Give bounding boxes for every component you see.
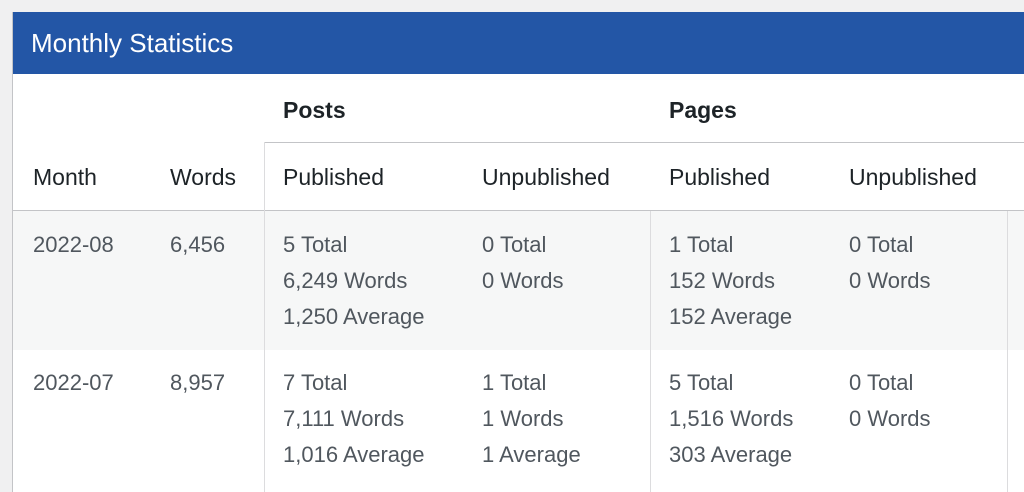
cell-pages-published-average: 152 Average — [669, 304, 793, 329]
cell-posts-unpublished-words: 1 Words — [482, 406, 564, 431]
cell-posts-unpublished-words: 0 Words — [482, 268, 564, 293]
table-row — [13, 211, 1024, 350]
cell-pages-unpublished-total: 0 Total — [849, 370, 914, 395]
cell-posts-published-words: 7,111 Words — [283, 406, 405, 431]
cell-pages-unpublished-total: 0 Total — [849, 232, 914, 257]
header-bottom-divider — [13, 210, 1024, 211]
group-header-divider — [264, 142, 1024, 143]
cell-pages-published-words: 1,516 Words — [669, 406, 794, 431]
cell-pages-published-total: 5 Total — [669, 370, 734, 395]
column-header-words: Words — [170, 164, 237, 190]
panel-header: Monthly Statistics — [13, 12, 1024, 74]
cell-posts-unpublished-total: 1 Total — [482, 370, 547, 395]
cell-words: 6,456 — [170, 232, 226, 257]
cell-pages-published-average: 303 Average — [669, 442, 793, 467]
column-header-pages-published: Published — [669, 164, 771, 190]
cell-posts-published-average: 1,016 Average — [283, 442, 425, 467]
cell-words: 8,957 — [170, 370, 226, 395]
cell-pages-unpublished-words: 0 Words — [849, 268, 931, 293]
pages-group-divider — [650, 211, 651, 492]
group-header-posts: Posts — [283, 97, 346, 123]
cell-posts-unpublished-average: 1 Average — [482, 442, 581, 467]
table-row — [13, 350, 1024, 492]
posts-group-divider — [264, 142, 265, 492]
column-header-posts-unpublished: Unpublished — [482, 164, 610, 190]
cell-month: 2022-08 — [33, 232, 114, 257]
cell-pages-published-total: 1 Total — [669, 232, 734, 257]
group-header-pages: Pages — [669, 97, 737, 123]
column-header-posts-published: Published — [283, 164, 385, 190]
cell-posts-published-total: 5 Total — [283, 232, 348, 257]
cell-month: 2022-07 — [33, 370, 114, 395]
cell-posts-published-average: 1,250 Average — [283, 304, 425, 329]
monthly-statistics-panel: Monthly Statistics Posts Pages Month Wor… — [12, 12, 1024, 492]
column-header-pages-unpublished: Unpublished — [849, 164, 977, 190]
column-header-month: Month — [33, 164, 97, 190]
cell-pages-unpublished-words: 0 Words — [849, 406, 931, 431]
cell-posts-unpublished-total: 0 Total — [482, 232, 547, 257]
right-edge-divider — [1007, 211, 1008, 492]
panel-title: Monthly Statistics — [31, 28, 234, 58]
cell-posts-published-total: 7 Total — [283, 370, 348, 395]
cell-pages-published-words: 152 Words — [669, 268, 775, 293]
cell-posts-published-words: 6,249 Words — [283, 268, 408, 293]
